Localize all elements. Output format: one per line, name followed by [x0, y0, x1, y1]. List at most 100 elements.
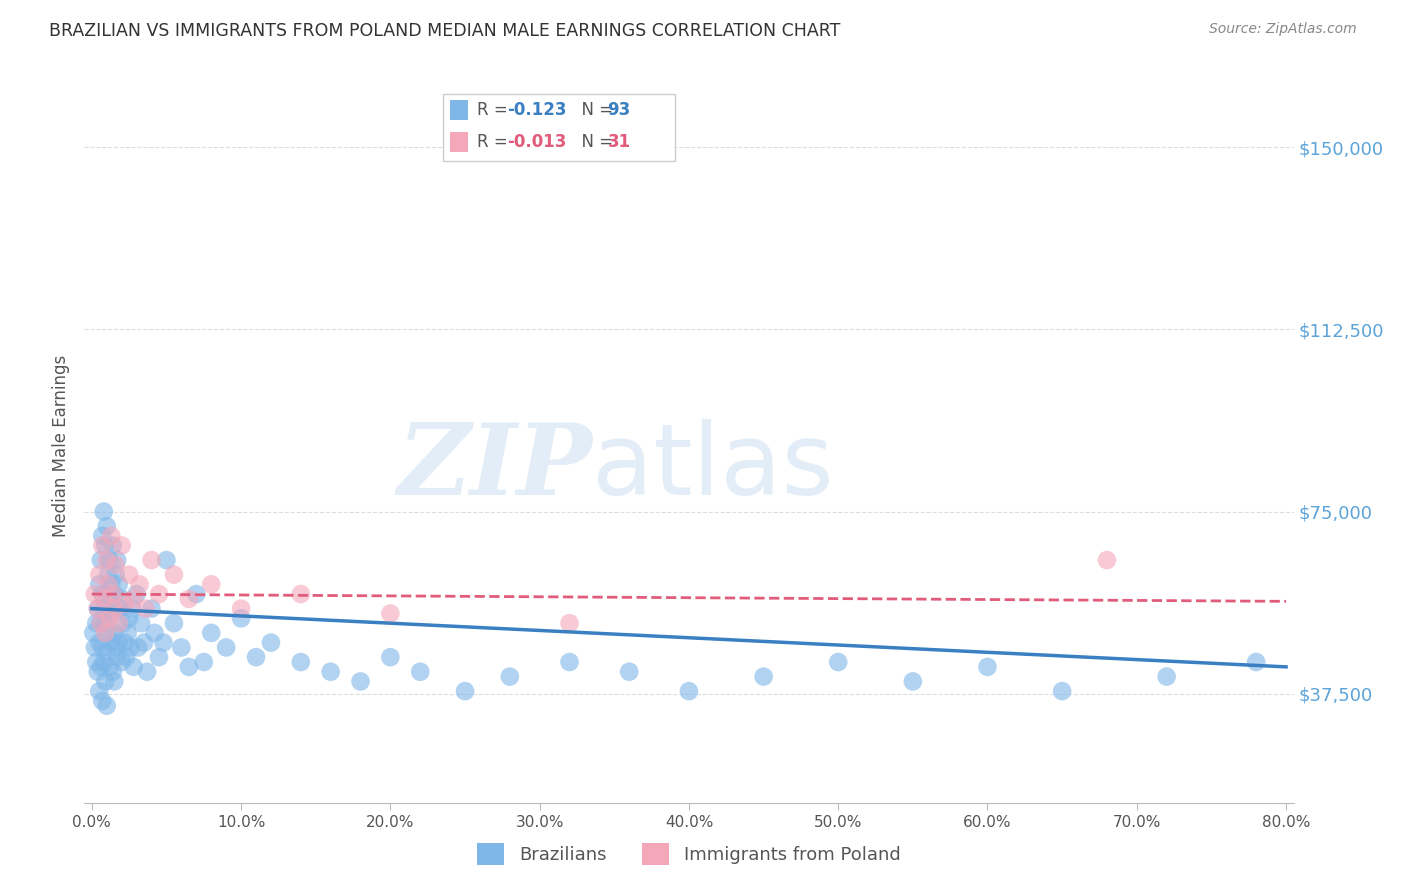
Point: [200, 626, 222, 640]
Text: 93: 93: [607, 101, 631, 119]
Point: [91, 529, 114, 543]
Point: [104, 640, 127, 655]
Point: [94, 674, 117, 689]
Point: [89, 635, 111, 649]
Point: [193, 655, 215, 669]
Point: [96, 645, 118, 659]
Text: N =: N =: [571, 101, 619, 119]
Point: [186, 587, 208, 601]
Point: [177, 591, 200, 606]
Point: [100, 577, 122, 591]
Point: [143, 626, 166, 640]
Point: [96, 553, 118, 567]
Point: [87, 665, 110, 679]
Point: [129, 616, 152, 631]
Point: [103, 587, 125, 601]
Point: [125, 587, 148, 601]
Point: [91, 694, 114, 708]
Point: [97, 577, 120, 591]
Point: [83, 587, 105, 601]
Point: [121, 601, 143, 615]
Text: atlas: atlas: [592, 419, 834, 516]
Text: BRAZILIAN VS IMMIGRANTS FROM POLAND MEDIAN MALE EARNINGS CORRELATION CHART: BRAZILIAN VS IMMIGRANTS FROM POLAND MEDI…: [49, 22, 841, 40]
Point: [136, 665, 159, 679]
Point: [100, 635, 122, 649]
Point: [98, 553, 121, 567]
Point: [155, 553, 177, 567]
Text: R =: R =: [477, 101, 513, 119]
Point: [128, 577, 150, 591]
Point: [89, 577, 111, 591]
Point: [91, 587, 114, 601]
Point: [87, 601, 110, 615]
Point: [111, 591, 134, 606]
Text: -0.123: -0.123: [508, 101, 567, 119]
Point: [96, 519, 118, 533]
Point: [141, 601, 163, 615]
Point: [97, 567, 120, 582]
Point: [409, 665, 432, 679]
Point: [177, 660, 200, 674]
Point: [107, 616, 129, 631]
Legend: Brazilians, Immigrants from Poland: Brazilians, Immigrants from Poland: [470, 836, 908, 872]
Point: [84, 655, 107, 669]
Point: [454, 684, 477, 698]
Point: [976, 660, 998, 674]
Text: N =: N =: [571, 133, 619, 151]
Point: [97, 626, 120, 640]
Point: [101, 587, 124, 601]
Point: [105, 553, 128, 567]
Point: [111, 655, 134, 669]
Point: [117, 626, 139, 640]
Point: [349, 674, 371, 689]
Point: [90, 660, 112, 674]
Point: [93, 591, 115, 606]
Point: [111, 539, 134, 553]
Point: [87, 601, 110, 615]
Point: [678, 684, 700, 698]
Point: [558, 616, 581, 631]
Point: [827, 655, 849, 669]
Point: [105, 650, 128, 665]
Point: [170, 640, 193, 655]
Point: [135, 601, 157, 615]
Point: [90, 616, 112, 631]
Point: [558, 655, 581, 669]
Point: [152, 635, 174, 649]
Point: [114, 635, 136, 649]
Point: [229, 611, 252, 625]
Point: [118, 611, 141, 625]
Point: [90, 616, 112, 631]
Point: [1095, 553, 1118, 567]
Point: [107, 577, 129, 591]
Point: [245, 650, 267, 665]
Point: [118, 567, 141, 582]
Point: [94, 616, 117, 631]
Point: [290, 587, 312, 601]
Point: [98, 611, 121, 625]
Point: [91, 539, 114, 553]
Point: [127, 640, 149, 655]
Point: [83, 640, 105, 655]
Point: [84, 616, 107, 631]
Point: [96, 698, 118, 713]
Point: [103, 674, 125, 689]
Text: 31: 31: [607, 133, 630, 151]
Point: [132, 635, 155, 649]
Point: [290, 655, 312, 669]
Point: [163, 567, 186, 582]
Point: [101, 665, 124, 679]
Point: [122, 591, 145, 606]
Point: [122, 660, 145, 674]
Point: [619, 665, 641, 679]
Point: [104, 567, 127, 582]
Point: [141, 553, 163, 567]
Point: [107, 635, 129, 649]
Point: [89, 684, 111, 698]
Point: [380, 607, 402, 621]
Point: [94, 626, 117, 640]
Text: R =: R =: [477, 133, 513, 151]
Point: [120, 640, 142, 655]
Point: [104, 558, 127, 572]
Point: [82, 626, 104, 640]
